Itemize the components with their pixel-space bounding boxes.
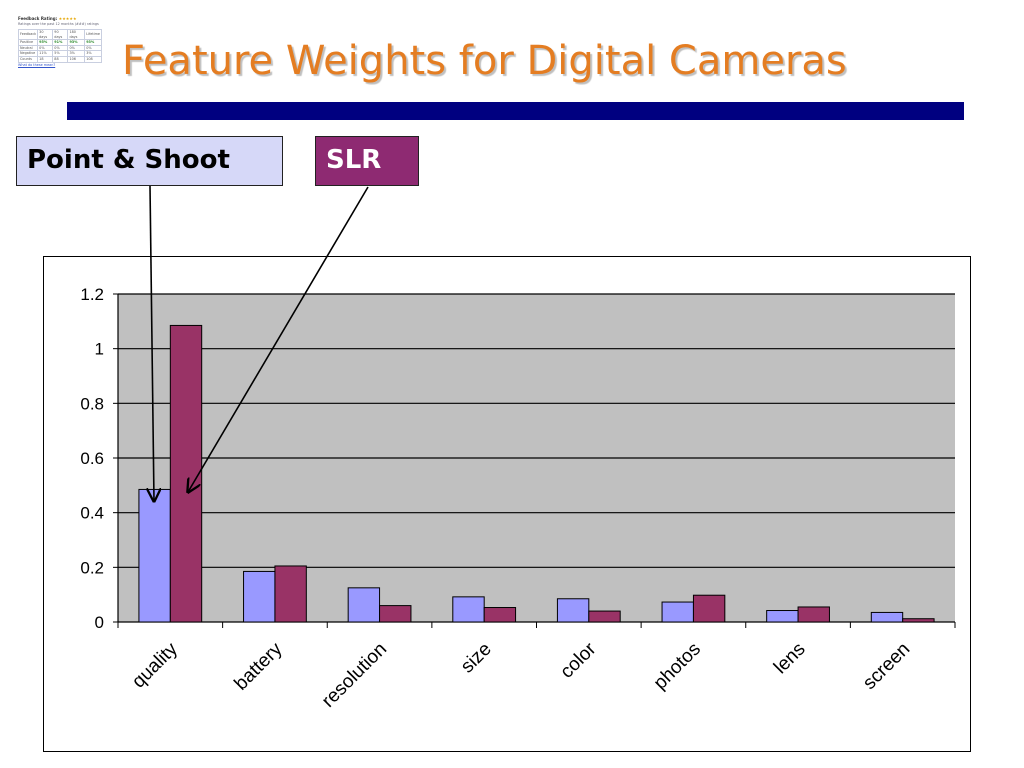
rating-stars-icon: ★★★★★ — [58, 16, 77, 21]
bar-point-shoot — [766, 610, 799, 623]
thumbnail-table-cell: Counts — [17, 56, 39, 63]
thumbnail-table-row: Positive 95% 91% 93% 93% — [17, 39, 102, 46]
thumbnail-subtitle: Ratings over the past 12 months (###) ra… — [18, 22, 99, 26]
bar-slr — [169, 324, 203, 623]
title-underline-bar — [67, 102, 964, 120]
x-tick-label: lens — [770, 639, 809, 678]
x-tick-label: quality — [128, 638, 182, 692]
bar-chart: 0 0.2 0.4 0.6 0.8 1 1.2 quality battery resolutio… — [80, 285, 956, 712]
thumbnail-table-cell: 88 — [52, 56, 69, 63]
thumbnail-title-text: Feedback Rating: — [18, 16, 58, 21]
bar-point-shoot — [870, 611, 904, 623]
bar-slr — [483, 607, 517, 623]
thumbnail-table-cell: Negative — [17, 50, 39, 57]
thumbnail-help-link[interactable]: What do these mean? — [18, 62, 56, 67]
thumbnail-table-cell: 180 days — [67, 28, 86, 41]
bar-point-shoot — [347, 587, 381, 623]
chart-frame: 0 0.2 0.4 0.6 0.8 1 1.2 quality battery resolutio… — [43, 256, 971, 752]
feedback-rating-thumbnail: Feedback Rating: ★★★★★ Ratings over the … — [17, 16, 104, 72]
y-tick-label: 1.2 — [80, 285, 104, 304]
slide-title: Feature Weights for Digital Cameras — [122, 38, 847, 84]
thumbnail-table-cell: 108 — [84, 56, 102, 63]
thumbnail-title: Feedback Rating: ★★★★★ — [18, 16, 104, 21]
y-tick-label: 0 — [95, 613, 104, 632]
bar-slr — [902, 618, 935, 623]
y-tick-label: 0.2 — [80, 558, 104, 577]
y-tick-label: 0.8 — [80, 394, 104, 413]
y-tick-label: 1 — [95, 340, 104, 359]
y-tick-label: 0.4 — [80, 504, 104, 523]
bar-slr — [274, 565, 307, 623]
x-tick-label: resolution — [318, 639, 391, 712]
thumbnail-table-cell: 30 days — [37, 28, 54, 41]
bar-slr — [379, 605, 412, 623]
x-tick-label: size — [457, 639, 496, 678]
thumbnail-table-row: Feedback 30 days 90 days 180 days Lifetime — [17, 28, 102, 41]
x-tick-label: photos — [650, 639, 705, 694]
thumbnail-table-cell: 90 days — [52, 28, 69, 41]
bar-point-shoot — [138, 488, 171, 623]
y-tick-label: 0.6 — [80, 449, 104, 468]
bar-slr — [692, 594, 726, 623]
thumbnail-table-cell: Feedback — [17, 28, 39, 41]
thumbnail-table-cell: 18 — [37, 56, 54, 63]
thumbnail-table-row: Counts 18 88 106 108 — [17, 56, 102, 63]
bar-point-shoot — [243, 570, 276, 623]
thumbnail-table: Feedback 30 days 90 days 180 days Lifetime Po… — [17, 28, 102, 63]
thumbnail-table-cell: Lifetime — [84, 28, 102, 41]
x-tick-label: screen — [859, 639, 914, 694]
bar-slr — [588, 610, 621, 623]
thumbnail-table-cell: 106 — [67, 56, 86, 63]
bar-point-shoot — [452, 596, 485, 623]
x-tick-label: battery — [231, 638, 287, 694]
bar-point-shoot — [556, 598, 590, 623]
thumbnail-table-row: Neutral 0% 0% 0% 0% — [17, 44, 102, 52]
bar-slr — [797, 606, 830, 623]
x-tick-label: color — [556, 638, 600, 682]
bar-point-shoot — [661, 601, 694, 623]
point-shoot-callout: Point & Shoot — [16, 136, 283, 186]
slr-callout: SLR — [315, 136, 419, 186]
